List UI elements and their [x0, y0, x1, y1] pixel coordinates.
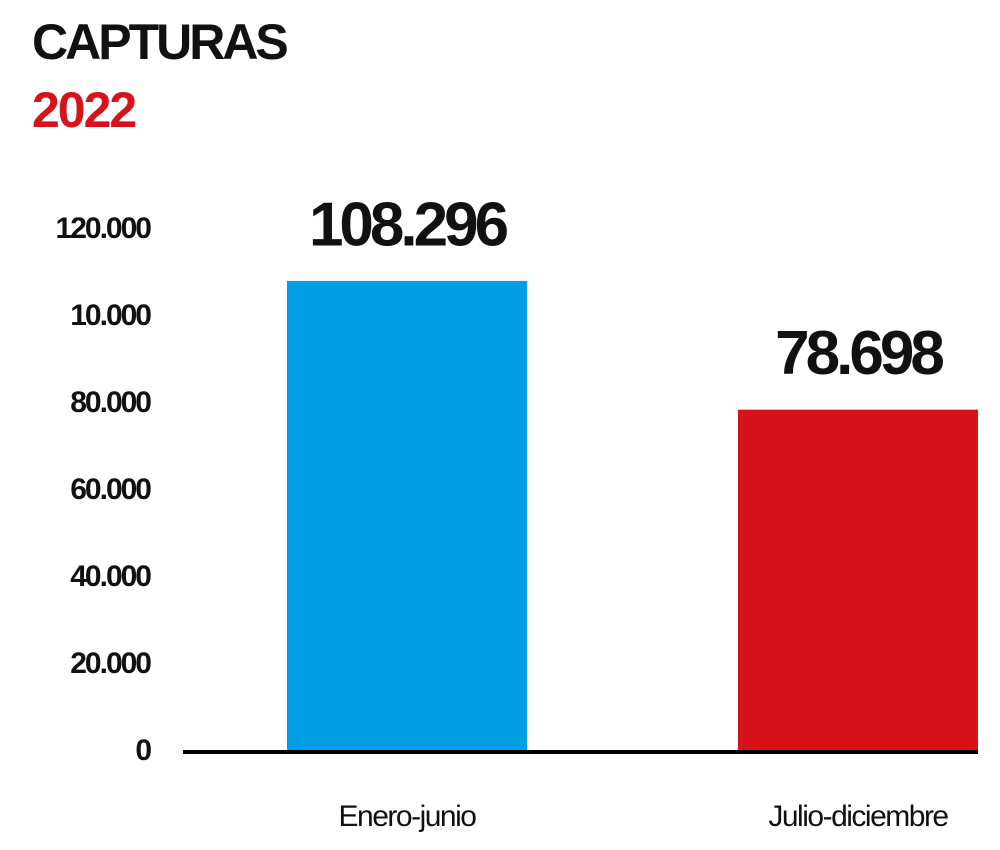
bar — [738, 409, 978, 752]
x-tick-label: Enero-junio — [339, 800, 477, 833]
value-label: 108.296 — [309, 190, 508, 259]
y-tick-label: 20.000 — [70, 647, 151, 680]
y-tick-label: 10.000 — [70, 299, 151, 332]
x-tick-label: Julio-diciembre — [768, 800, 948, 833]
y-tick-label: 40.000 — [70, 560, 151, 593]
chart-subtitle: 2022 — [32, 82, 135, 138]
y-tick-label: 60.000 — [70, 473, 151, 506]
y-tick-label: 120.000 — [56, 212, 152, 245]
y-tick-label: 0 — [135, 734, 151, 767]
bar — [287, 280, 527, 752]
chart-title: CAPTURAS — [32, 14, 287, 70]
y-tick-label: 80.000 — [70, 386, 151, 419]
value-label: 78.698 — [775, 319, 943, 388]
